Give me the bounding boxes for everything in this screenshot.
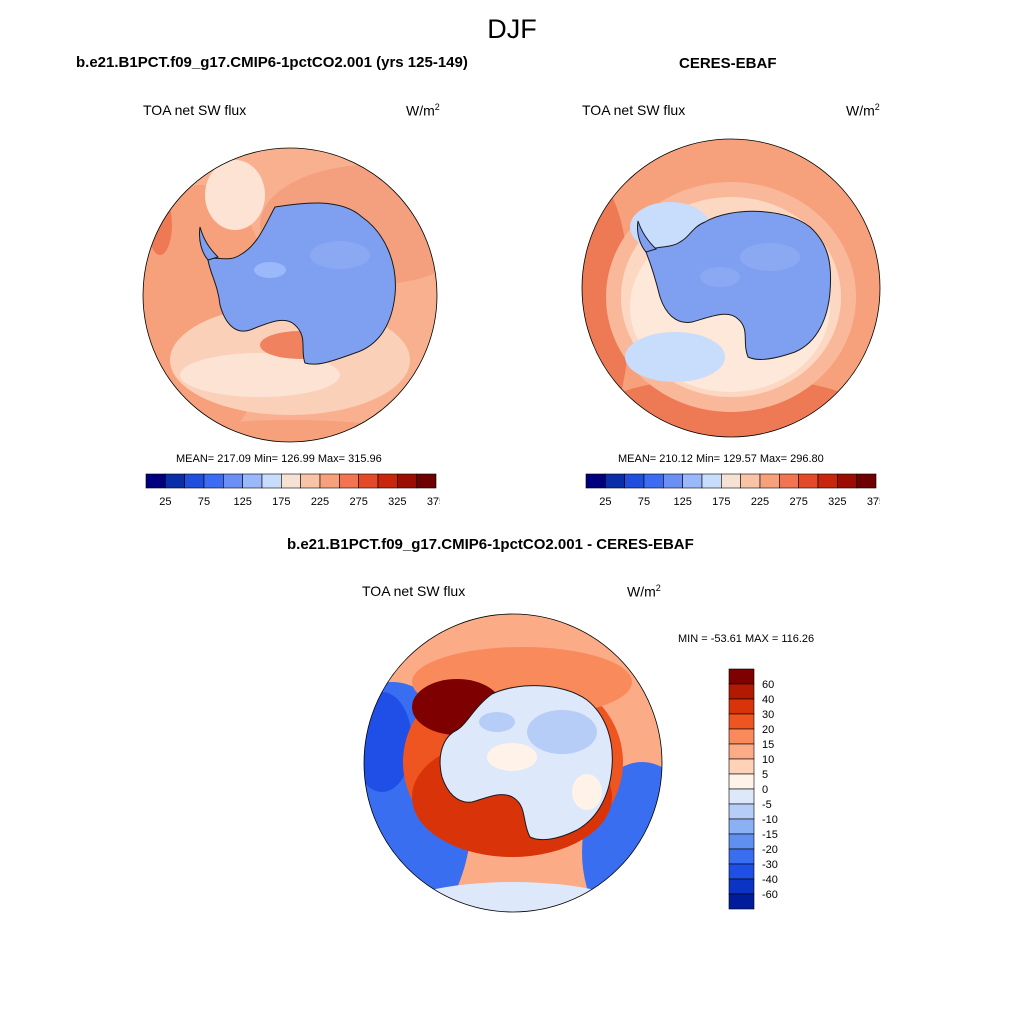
panel1-colorbar-swatch [319,473,340,489]
panel2-colorbar-swatch [759,473,780,489]
panel2-colorbar-tick-label: 125 [673,496,691,508]
panel1-colorbar-swatch [416,473,437,489]
panel2-colorbar-swatch [663,473,683,489]
panel3-colorbar-swatch [728,698,755,715]
panel3-colorbar-tick-label: -20 [762,844,778,856]
panel1-units: W/m2 [406,102,440,119]
panel2-colorbar-swatch [643,473,664,489]
panel1-colorbar-tick-label: 75 [198,496,210,508]
panel3-colorbar-swatch [728,833,755,850]
panel2-colorbar-tick-label: 25 [599,496,611,508]
panel1-colorbar-swatch [145,473,166,489]
panel2-colorbar-tick-label: 375 [867,496,880,508]
panel2-colorbar-swatch [682,473,703,489]
panel2-colorbar-swatch [779,473,799,489]
panel1-colorbar-swatch [203,473,224,489]
panel2-colorbar-swatch [837,473,857,489]
panel2-colorbar-swatch [605,473,625,489]
panel3-colorbar-swatch [728,803,755,820]
panel3-units: W/m2 [627,583,661,600]
panel3-colorbar-tick-label: 20 [762,724,774,736]
panel3-colorbar-swatch [728,818,755,835]
panel2-colorbar-swatch [817,473,838,489]
panel1-colorbar-tick-label: 275 [349,496,367,508]
panel3-colorbar-tick-label: 10 [762,754,774,766]
panel1-colorbar-swatch [242,473,263,489]
panel1-colorbar-tick-label: 225 [311,496,329,508]
panel3-colorbar-swatch [728,788,755,805]
panel1-colorbar-swatch [184,473,205,489]
panel3-title: b.e21.B1PCT.f09_g17.CMIP6-1pctCO2.001 - … [287,536,694,553]
panel3-colorbar-swatch [728,848,755,865]
panel1-colorbar-tick-label: 325 [388,496,406,508]
panel3-colorbar-tick-label: 0 [762,784,768,796]
panel1-colorbar-swatch [165,473,185,489]
panel3-stats: MIN = -53.61 MAX = 116.26 [678,633,815,645]
panel1-colorbar-swatch [358,473,379,489]
panel3-colorbar-tick-label: 15 [762,739,774,751]
panel3-colorbar-swatch [728,683,755,700]
panel3-colorbar-tick-label: 5 [762,769,768,781]
panel2-title: CERES-EBAF [679,55,777,72]
panel1-variable: TOA net SW flux [143,102,247,118]
panel1-colorbar-tick-label: 175 [272,496,290,508]
panel1-colorbar-tick-label: 25 [159,496,171,508]
panel3-colorbar-swatch [728,863,755,880]
panel2-units: W/m2 [846,102,880,119]
panel1-colorbar-swatch [223,473,243,489]
panel1-colorbar-tick-label: 375 [427,496,440,508]
panel2-variable: TOA net SW flux [582,102,686,118]
panel3-colorbar-swatch [728,773,755,790]
panel2-colorbar-swatch [856,473,877,489]
panel3-colorbar-tick-label: 40 [762,694,774,706]
panel3-colorbar-swatch [728,758,755,775]
panel3-colorbar-swatch [728,743,755,760]
panel2-stats: MEAN= 210.12 Min= 129.57 Max= 296.80 [618,453,824,465]
panel3-colorbar-tick-label: 30 [762,709,774,721]
panel2-colorbar-swatch [701,473,722,489]
panel2-colorbar-swatch [721,473,741,489]
panel3-colorbar-tick-label: -15 [762,829,778,841]
panel1-colorbar-tick-label: 125 [233,496,251,508]
panel1-colorbar: 25 75 125 175 225 275 325 375 [145,473,440,508]
panel3-colorbar: 60 40 30 20 15 10 5 0 -5 -10 -15 -20 -30 -40 -60 [728,668,778,910]
panel2-colorbar-tick-label: 225 [751,496,769,508]
panel1-colorbar-swatch [281,473,301,489]
panel2-colorbar-swatch [585,473,606,489]
panel1-colorbar-swatch [339,473,359,489]
panel3-colorbar-tick-label: -30 [762,859,778,871]
panel1-colorbar-swatch [300,473,321,489]
panel3-colorbar-tick-label: -60 [762,889,778,901]
panel2-map [581,138,881,438]
panel3-colorbar-swatch [728,878,755,895]
panel3-colorbar-swatch [728,728,755,745]
panel2-colorbar-swatch [740,473,761,489]
panel3-colorbar-swatch [728,713,755,730]
panel2-colorbar-tick-label: 75 [638,496,650,508]
panel1-colorbar-swatch [261,473,282,489]
panel3-colorbar-tick-label: -40 [762,874,778,886]
panel3-colorbar-tick-label: -5 [762,799,772,811]
panel3-colorbar-swatch [728,893,755,910]
panel3-colorbar-tick-label: 60 [762,679,774,691]
panel2-colorbar: 25 75 125 175 225 275 325 375 [585,473,880,508]
panel1-title: b.e21.B1PCT.f09_g17.CMIP6-1pctCO2.001 (y… [76,54,468,71]
panel3-variable: TOA net SW flux [362,583,466,599]
figure-title: DJF [487,14,537,44]
panel2-colorbar-tick-label: 275 [789,496,807,508]
panel1-colorbar-swatch [397,473,417,489]
panel3-colorbar-swatch [728,668,755,685]
panel1-map [142,147,438,443]
panel2-colorbar-tick-label: 325 [828,496,846,508]
panel2-colorbar-swatch [624,473,645,489]
panel1-stats: MEAN= 217.09 Min= 126.99 Max= 315.96 [176,453,382,465]
panel1-colorbar-swatch [377,473,398,489]
panel2-colorbar-tick-label: 175 [712,496,730,508]
panel3-colorbar-tick-label: -10 [762,814,778,826]
panel2-colorbar-swatch [798,473,819,489]
panel3-map [363,613,663,913]
